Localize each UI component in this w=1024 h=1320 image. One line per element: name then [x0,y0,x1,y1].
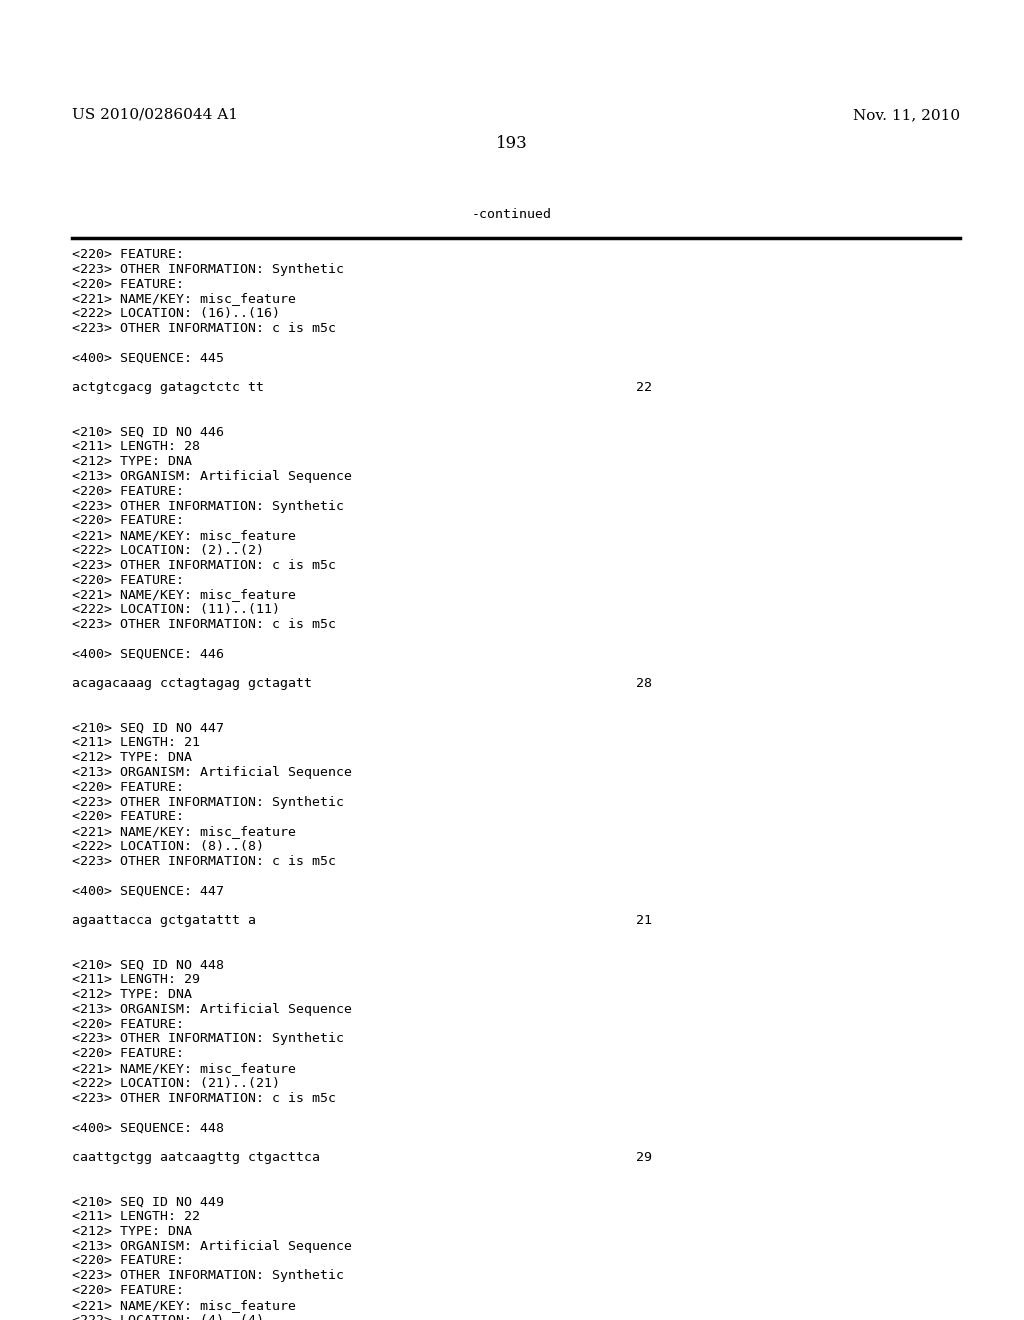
Text: <210> SEQ ID NO 448: <210> SEQ ID NO 448 [72,958,224,972]
Text: <220> FEATURE:: <220> FEATURE: [72,248,184,261]
Text: <222> LOCATION: (21)..(21): <222> LOCATION: (21)..(21) [72,1077,280,1090]
Text: <221> NAME/KEY: misc_feature: <221> NAME/KEY: misc_feature [72,589,296,602]
Text: <212> TYPE: DNA: <212> TYPE: DNA [72,987,193,1001]
Text: <400> SEQUENCE: 448: <400> SEQUENCE: 448 [72,1121,224,1134]
Text: <223> OTHER INFORMATION: c is m5c: <223> OTHER INFORMATION: c is m5c [72,1092,336,1105]
Text: <220> FEATURE:: <220> FEATURE: [72,484,184,498]
Text: <212> TYPE: DNA: <212> TYPE: DNA [72,1225,193,1238]
Text: <223> OTHER INFORMATION: c is m5c: <223> OTHER INFORMATION: c is m5c [72,618,336,631]
Text: -continued: -continued [472,209,552,220]
Text: <220> FEATURE:: <220> FEATURE: [72,1047,184,1060]
Text: <400> SEQUENCE: 447: <400> SEQUENCE: 447 [72,884,224,898]
Text: <211> LENGTH: 28: <211> LENGTH: 28 [72,441,200,453]
Text: <220> FEATURE:: <220> FEATURE: [72,574,184,586]
Text: <400> SEQUENCE: 445: <400> SEQUENCE: 445 [72,351,224,364]
Text: 28: 28 [636,677,652,690]
Text: <221> NAME/KEY: misc_feature: <221> NAME/KEY: misc_feature [72,529,296,543]
Text: acagacaaag cctagtagag gctagatt: acagacaaag cctagtagag gctagatt [72,677,312,690]
Text: <223> OTHER INFORMATION: Synthetic: <223> OTHER INFORMATION: Synthetic [72,796,344,809]
Text: <211> LENGTH: 22: <211> LENGTH: 22 [72,1210,200,1224]
Text: actgtcgacg gatagctctc tt: actgtcgacg gatagctctc tt [72,381,264,395]
Text: <220> FEATURE:: <220> FEATURE: [72,810,184,824]
Text: <212> TYPE: DNA: <212> TYPE: DNA [72,751,193,764]
Text: 22: 22 [636,381,652,395]
Text: <223> OTHER INFORMATION: Synthetic: <223> OTHER INFORMATION: Synthetic [72,1032,344,1045]
Text: <220> FEATURE:: <220> FEATURE: [72,1284,184,1298]
Text: <223> OTHER INFORMATION: c is m5c: <223> OTHER INFORMATION: c is m5c [72,855,336,867]
Text: US 2010/0286044 A1: US 2010/0286044 A1 [72,108,238,121]
Text: <223> OTHER INFORMATION: Synthetic: <223> OTHER INFORMATION: Synthetic [72,499,344,512]
Text: <223> OTHER INFORMATION: c is m5c: <223> OTHER INFORMATION: c is m5c [72,558,336,572]
Text: <211> LENGTH: 29: <211> LENGTH: 29 [72,973,200,986]
Text: <213> ORGANISM: Artificial Sequence: <213> ORGANISM: Artificial Sequence [72,1003,352,1016]
Text: <213> ORGANISM: Artificial Sequence: <213> ORGANISM: Artificial Sequence [72,470,352,483]
Text: <210> SEQ ID NO 447: <210> SEQ ID NO 447 [72,722,224,735]
Text: <223> OTHER INFORMATION: Synthetic: <223> OTHER INFORMATION: Synthetic [72,1270,344,1282]
Text: <223> OTHER INFORMATION: c is m5c: <223> OTHER INFORMATION: c is m5c [72,322,336,335]
Text: <222> LOCATION: (2)..(2): <222> LOCATION: (2)..(2) [72,544,264,557]
Text: <220> FEATURE:: <220> FEATURE: [72,277,184,290]
Text: <213> ORGANISM: Artificial Sequence: <213> ORGANISM: Artificial Sequence [72,766,352,779]
Text: <210> SEQ ID NO 449: <210> SEQ ID NO 449 [72,1195,224,1208]
Text: <220> FEATURE:: <220> FEATURE: [72,1254,184,1267]
Text: <222> LOCATION: (16)..(16): <222> LOCATION: (16)..(16) [72,308,280,321]
Text: <213> ORGANISM: Artificial Sequence: <213> ORGANISM: Artificial Sequence [72,1239,352,1253]
Text: 193: 193 [496,135,528,152]
Text: <221> NAME/KEY: misc_feature: <221> NAME/KEY: misc_feature [72,293,296,305]
Text: <222> LOCATION: (4)..(4): <222> LOCATION: (4)..(4) [72,1313,264,1320]
Text: <220> FEATURE:: <220> FEATURE: [72,1018,184,1031]
Text: <221> NAME/KEY: misc_feature: <221> NAME/KEY: misc_feature [72,825,296,838]
Text: agaattacca gctgatattt a: agaattacca gctgatattt a [72,913,256,927]
Text: 21: 21 [636,913,652,927]
Text: <400> SEQUENCE: 446: <400> SEQUENCE: 446 [72,648,224,660]
Text: <212> TYPE: DNA: <212> TYPE: DNA [72,455,193,469]
Text: 29: 29 [636,1151,652,1164]
Text: <220> FEATURE:: <220> FEATURE: [72,781,184,793]
Text: <223> OTHER INFORMATION: Synthetic: <223> OTHER INFORMATION: Synthetic [72,263,344,276]
Text: <221> NAME/KEY: misc_feature: <221> NAME/KEY: misc_feature [72,1299,296,1312]
Text: <222> LOCATION: (11)..(11): <222> LOCATION: (11)..(11) [72,603,280,616]
Text: Nov. 11, 2010: Nov. 11, 2010 [853,108,961,121]
Text: <210> SEQ ID NO 446: <210> SEQ ID NO 446 [72,425,224,438]
Text: <222> LOCATION: (8)..(8): <222> LOCATION: (8)..(8) [72,840,264,853]
Text: <220> FEATURE:: <220> FEATURE: [72,515,184,528]
Text: <211> LENGTH: 21: <211> LENGTH: 21 [72,737,200,750]
Text: <221> NAME/KEY: misc_feature: <221> NAME/KEY: misc_feature [72,1063,296,1074]
Text: caattgctgg aatcaagttg ctgacttca: caattgctgg aatcaagttg ctgacttca [72,1151,319,1164]
